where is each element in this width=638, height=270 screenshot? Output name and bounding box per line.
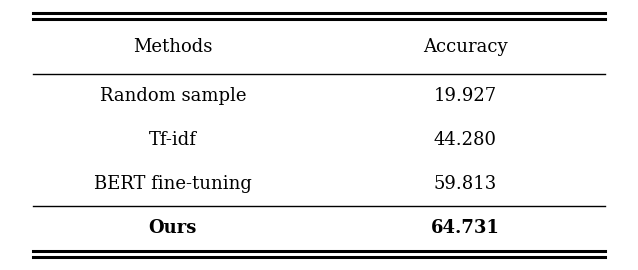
Text: Methods: Methods <box>133 38 212 56</box>
Text: 44.280: 44.280 <box>434 131 496 149</box>
Text: 59.813: 59.813 <box>433 175 497 193</box>
Text: BERT fine-tuning: BERT fine-tuning <box>94 175 252 193</box>
Text: Random sample: Random sample <box>100 87 246 104</box>
Text: Tf-idf: Tf-idf <box>149 131 197 149</box>
Text: Ours: Ours <box>149 219 197 237</box>
Text: Accuracy: Accuracy <box>423 38 507 56</box>
Text: 64.731: 64.731 <box>431 219 500 237</box>
Text: 19.927: 19.927 <box>434 87 496 104</box>
